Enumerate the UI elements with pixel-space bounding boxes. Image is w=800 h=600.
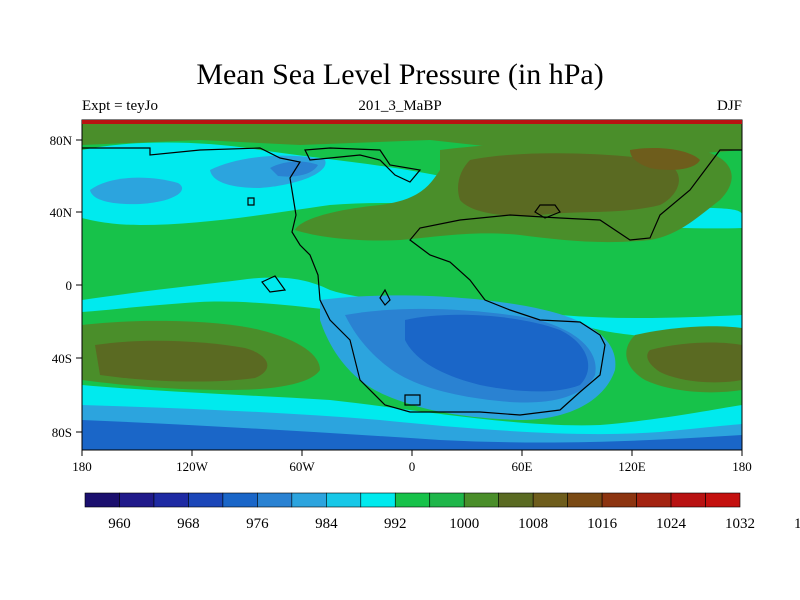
lat-axis: 80N 40N 0 40S 80S (50, 133, 82, 440)
colorbar-label: 1032 (725, 516, 755, 532)
field-968-south (405, 314, 589, 392)
lat-tick-label: 40N (50, 205, 73, 220)
field-992-equator (82, 277, 742, 345)
colorbar-label: 1008 (518, 516, 548, 532)
colorbar-label: 992 (384, 516, 407, 532)
colorbar-label: 960 (108, 516, 131, 532)
colorbar-swatch (153, 492, 189, 508)
colorbar-label: 968 (177, 516, 200, 532)
lon-tick-label: 180 (72, 459, 92, 474)
colorbar-label: 1016 (587, 516, 618, 532)
experiment-label: Expt = teyJo (82, 98, 158, 114)
colorbar (84, 492, 741, 508)
colorbar-swatch (463, 492, 499, 508)
colorbar-swatch (222, 492, 258, 508)
colorbar-swatch (429, 492, 465, 508)
colorbar-swatch (84, 492, 120, 508)
colorbar-labels: 960 968 976 984 992 1000 1008 1016 1024 1032 1040 (108, 516, 800, 532)
colorbar-label: 984 (315, 516, 338, 532)
continent-outlines (82, 147, 742, 416)
colorbar-swatch (394, 492, 431, 508)
colorbar-swatch (257, 492, 293, 508)
period-label: 201_3_MaBP (358, 98, 442, 114)
lon-tick-label: 60W (289, 459, 315, 474)
field-1032-siberia (630, 148, 700, 170)
colorbar-swatch (601, 492, 637, 508)
colorbar-label: 976 (246, 516, 269, 532)
lat-tick-label: 0 (66, 278, 73, 293)
pressure-field (82, 120, 742, 450)
lon-tick-label: 120E (618, 459, 646, 474)
colorbar-swatch (567, 492, 603, 508)
field-984-n-pacific (90, 177, 183, 205)
colorbar-swatch (360, 492, 396, 508)
colorbar-swatch (670, 492, 706, 508)
field-1024-eurasia (458, 153, 679, 216)
colorbar-swatch (119, 492, 155, 508)
field-976-n-atlantic (270, 161, 318, 177)
lat-tick-label: 40S (52, 351, 72, 366)
colorbar-swatch (326, 492, 362, 508)
colorbar-swatch (291, 492, 327, 508)
colorbar-swatch (532, 492, 568, 508)
lon-tick-label: 120W (176, 459, 209, 474)
colorbar-swatch (188, 492, 224, 508)
colorbar-label: 1040 (794, 516, 800, 532)
top-band (82, 120, 742, 124)
season-label: DJF (716, 98, 742, 114)
lat-tick-label: 80N (50, 133, 73, 148)
lon-axis: 180 120W 60W 0 60E 120E 180 (72, 450, 752, 474)
lon-tick-label: 60E (512, 459, 533, 474)
colorbar-label: 1000 (449, 516, 479, 532)
field-968-polar (82, 420, 742, 450)
colorbar-label: 1024 (656, 516, 687, 532)
colorbar-swatch (498, 492, 534, 508)
lon-tick-label: 0 (409, 459, 416, 474)
lon-tick-label: 180 (732, 459, 752, 474)
colorbar-swatch (705, 492, 741, 508)
colorbar-swatch (636, 492, 672, 508)
lat-tick-label: 80S (52, 425, 72, 440)
field-1024-s-pacific (95, 340, 268, 382)
page-title: Mean Sea Level Pressure (in hPa) (196, 58, 604, 91)
field-1024-s-indian (647, 342, 742, 383)
